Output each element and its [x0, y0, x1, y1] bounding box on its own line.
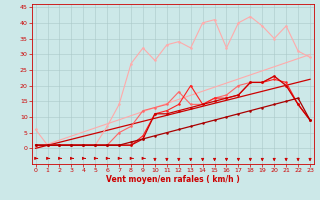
X-axis label: Vent moyen/en rafales ( km/h ): Vent moyen/en rafales ( km/h ) — [106, 175, 240, 184]
